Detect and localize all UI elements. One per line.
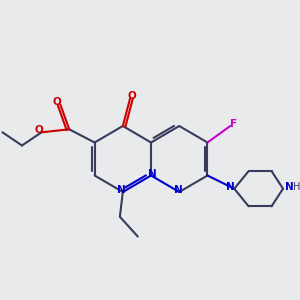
Text: O: O (35, 125, 44, 135)
Text: H: H (293, 182, 300, 192)
Text: N: N (174, 185, 183, 196)
Text: F: F (230, 119, 237, 130)
Text: O: O (127, 91, 136, 100)
Text: O: O (52, 97, 61, 107)
Text: N: N (117, 185, 126, 196)
Text: N: N (285, 182, 293, 192)
Text: N: N (148, 169, 157, 179)
Text: N: N (226, 182, 235, 192)
